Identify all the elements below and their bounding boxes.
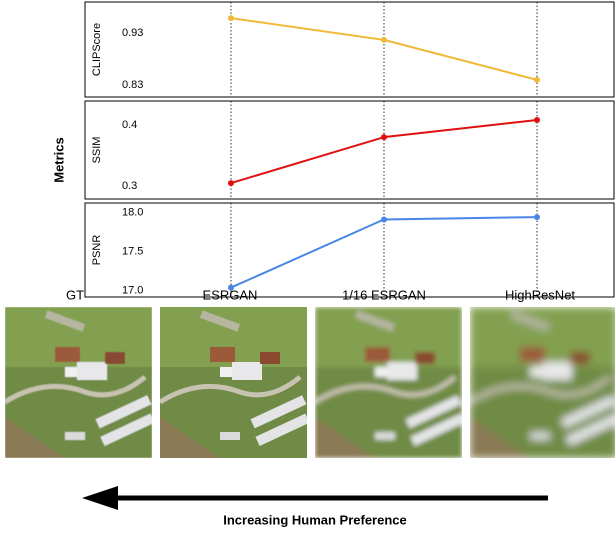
panel-frame	[85, 2, 614, 97]
y-tick-label: 0.93	[122, 27, 143, 39]
image-esrgan-16	[315, 307, 464, 458]
figure: Metrics GT ESRGAN 1/16 ESRGAN HighResNet…	[0, 0, 615, 533]
image-gt	[5, 307, 154, 458]
point	[381, 134, 387, 140]
y-tick-label: 0.4	[122, 119, 137, 131]
image-esrgan	[160, 307, 309, 458]
point	[534, 77, 540, 83]
point	[381, 37, 387, 43]
y-tick-label: 18.0	[122, 206, 143, 218]
image-label: HighResNet	[505, 287, 575, 302]
y-tick-label: 17.0	[122, 285, 143, 297]
point	[228, 285, 234, 291]
point	[228, 15, 234, 21]
panel-frame	[85, 101, 614, 199]
y-axis-label: PSNR	[91, 235, 103, 266]
y-tick-label: 0.3	[122, 180, 137, 192]
y-tick-label: 0.83	[122, 79, 143, 91]
y-tick-label: 17.5	[122, 245, 143, 257]
point	[534, 117, 540, 123]
point	[534, 214, 540, 220]
point	[381, 216, 387, 222]
y-axis-label: SSIM	[91, 137, 103, 164]
image-label: GT	[66, 287, 84, 302]
y-axis-label: CLIPScore	[91, 23, 103, 76]
arrow-head	[82, 486, 118, 510]
arrow-label: Increasing Human Preference	[223, 512, 407, 527]
metrics-label: Metrics	[51, 137, 66, 183]
point	[228, 180, 234, 186]
image-highresnet	[470, 307, 615, 458]
